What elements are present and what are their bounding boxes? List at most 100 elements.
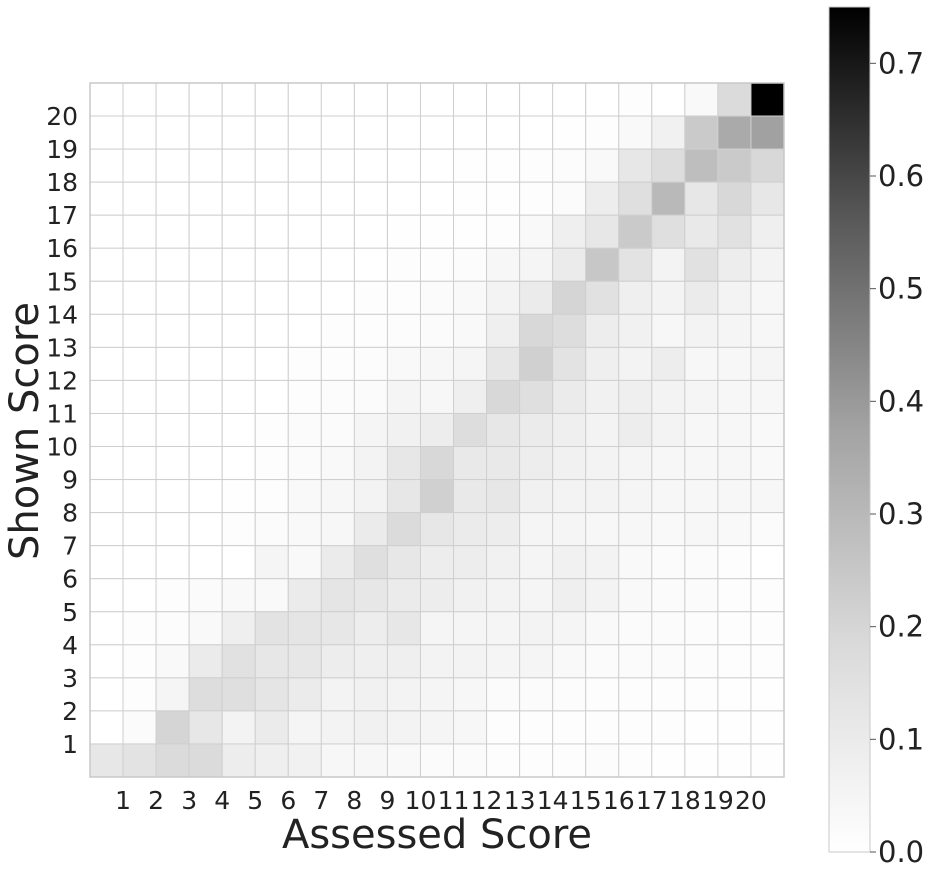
heatmap-cell [89,611,124,646]
heatmap-cell [486,677,521,712]
heatmap-cell [486,644,521,679]
heatmap-cell [486,181,521,216]
heatmap-cell [287,82,322,117]
heatmap-cell [750,115,785,150]
heatmap-cell [386,346,421,381]
heatmap-cell [353,346,388,381]
heatmap-cell [155,611,190,646]
heatmap-cell [89,181,124,216]
heatmap-cell [155,247,190,282]
heatmap-cell [221,611,256,646]
colorbar-tick-label: 0.5 [878,272,924,306]
heatmap-cell [353,677,388,712]
heatmap-cell [320,412,355,448]
heatmap-cell [353,379,388,414]
heatmap-cell [89,82,124,117]
heatmap-cell [552,545,587,580]
heatmap-cell [188,247,223,282]
heatmap-cell [320,512,355,547]
heatmap-cell [122,545,157,580]
heatmap-cell [453,611,488,646]
heatmap-cell [221,446,256,481]
heatmap-cell [717,346,752,381]
heatmap-cell [155,214,190,249]
heatmap-cell [419,545,455,580]
heatmap-cell [221,247,256,282]
heatmap-cell [684,280,719,315]
heatmap-cell [717,446,752,481]
heatmap-cell [221,379,256,414]
heatmap-cell [750,313,785,348]
heatmap-cell [353,313,388,348]
heatmap-cell [287,710,322,745]
heatmap-cell [386,379,421,414]
heatmap-cell [254,214,289,249]
heatmap-cell [287,677,322,712]
heatmap-cell [585,313,620,348]
x-tick-label: 18 [669,786,701,815]
heatmap-cell [419,346,455,381]
heatmap-cell [419,611,455,646]
heatmap-cell [89,346,124,381]
heatmap-cell [750,677,785,712]
y-tick-label: 5 [62,598,78,627]
colorbar-tick-label: 0.1 [878,722,924,756]
heatmap-cell [122,280,157,315]
heatmap-cell [684,578,719,613]
heatmap-cell [684,446,719,481]
heatmap-cell [320,280,355,315]
heatmap-cell [221,479,256,514]
heatmap-cell [287,743,322,778]
heatmap-cell [552,181,587,216]
heatmap-cell [486,115,521,150]
heatmap-cell [122,247,157,282]
heatmap-cell [320,181,355,216]
x-tick-label: 16 [603,786,635,815]
heatmap-cell [519,346,554,381]
plot-frame [89,82,785,778]
heatmap-cell [221,710,256,745]
heatmap-cell [717,677,752,712]
heatmap-cell [254,479,289,514]
heatmap-cell [750,578,785,613]
y-tick-label: 16 [46,234,78,263]
heatmap-cell [651,82,686,117]
y-tick-label: 1 [62,730,78,759]
heatmap-cell [618,644,653,679]
heatmap-cell [320,313,355,348]
x-tick-label: 7 [313,786,329,815]
heatmap-cell [585,512,620,547]
heatmap-cell [684,512,719,547]
heatmap-cell [89,446,124,481]
heatmap-cell [717,644,752,679]
heatmap-cell [618,280,653,315]
heatmap-cell [188,379,223,414]
x-tick-label: 1 [115,786,131,815]
heatmap-cell [89,247,124,282]
heatmap-cell [651,181,686,216]
heatmap-cell [651,578,686,613]
heatmap-cell [651,611,686,646]
heatmap-cell [585,148,620,183]
heatmap-cell [221,313,256,348]
heatmap-cell [122,181,157,216]
y-tick-label: 8 [62,499,78,528]
heatmap-cell [254,313,289,348]
heatmap-cell [750,214,785,249]
heatmap-cell [320,545,355,580]
heatmap-cell [717,578,752,613]
heatmap-cell [453,743,488,778]
heatmap-cell [254,446,289,481]
heatmap-cell [254,578,289,613]
heatmap-cell [717,412,752,448]
x-tick-label: 14 [537,786,569,815]
heatmap-cell [651,379,686,414]
heatmap-cell [122,512,157,547]
heatmap-cell [254,148,289,183]
heatmap-cell [519,379,554,414]
x-tick-label: 9 [379,786,395,815]
heatmap-cell [221,677,256,712]
heatmap-cell [453,181,488,216]
heatmap-cell [519,545,554,580]
heatmap-cell [419,181,455,216]
